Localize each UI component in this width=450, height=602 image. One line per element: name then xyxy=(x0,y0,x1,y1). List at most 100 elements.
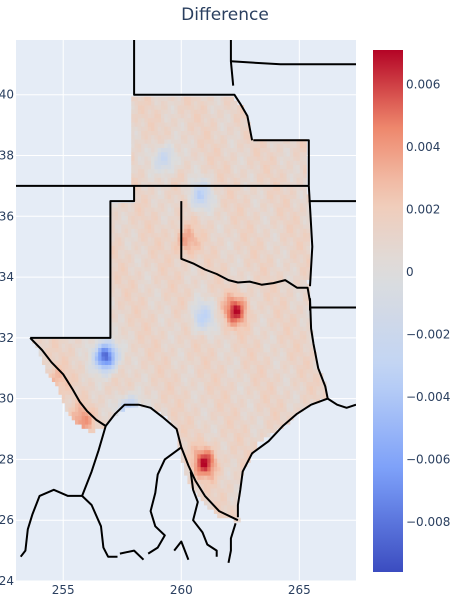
heat-cell xyxy=(214,365,218,370)
heat-cell xyxy=(273,322,277,327)
heat-cell xyxy=(277,199,281,204)
heat-cell xyxy=(197,152,201,157)
heat-cell xyxy=(273,224,277,229)
heat-cell xyxy=(191,437,195,442)
heat-cell xyxy=(204,241,208,246)
heat-cell xyxy=(230,416,234,421)
heat-cell xyxy=(115,211,119,216)
heat-cell xyxy=(82,394,86,399)
heat-cell xyxy=(267,377,271,382)
heat-cell xyxy=(151,348,155,353)
heat-cell xyxy=(250,211,254,216)
heat-cell xyxy=(204,203,208,208)
heat-cell xyxy=(168,314,172,319)
heat-cell xyxy=(214,228,218,233)
heat-cell xyxy=(290,143,294,148)
heat-cell xyxy=(125,216,129,221)
heat-cell xyxy=(297,199,301,204)
heat-cell xyxy=(184,165,188,170)
heat-cell xyxy=(118,216,122,221)
heat-cell xyxy=(62,399,66,404)
heat-cell xyxy=(214,492,218,497)
heat-cell xyxy=(207,467,211,472)
heat-cell xyxy=(300,267,304,272)
heat-cell xyxy=(207,126,211,131)
heat-cell xyxy=(55,352,59,357)
heat-cell xyxy=(151,241,155,246)
heat-cell xyxy=(240,148,244,153)
heat-cell xyxy=(293,407,297,412)
heat-cell xyxy=(187,322,191,327)
heat-cell xyxy=(171,207,175,212)
heat-cell xyxy=(125,207,129,212)
heat-cell xyxy=(204,479,208,484)
heat-cell xyxy=(164,382,168,387)
heat-cell xyxy=(101,352,105,357)
heat-cell xyxy=(300,305,304,310)
heat-cell xyxy=(141,165,145,170)
heat-cell xyxy=(135,254,139,259)
heat-cell xyxy=(144,194,148,199)
heat-cell xyxy=(204,309,208,314)
heat-cell xyxy=(171,118,175,123)
heat-cell xyxy=(273,152,277,157)
heat-cell xyxy=(260,271,264,276)
heat-cell xyxy=(108,394,112,399)
heat-cell xyxy=(201,97,205,102)
heat-cell xyxy=(214,275,218,280)
heat-cell xyxy=(280,250,284,255)
heat-cell xyxy=(250,194,254,199)
heat-cell xyxy=(217,501,221,506)
heat-cell xyxy=(287,160,291,165)
heat-cell xyxy=(39,339,43,344)
heat-cell xyxy=(227,305,231,310)
heat-cell xyxy=(204,101,208,106)
heat-cell xyxy=(237,254,241,259)
heat-cell xyxy=(217,322,221,327)
heat-cell xyxy=(151,292,155,297)
heat-cell xyxy=(240,233,244,238)
heat-cell xyxy=(227,297,231,302)
heat-cell xyxy=(151,288,155,293)
heat-cell xyxy=(75,416,79,421)
heat-cell xyxy=(227,284,231,289)
heat-cell xyxy=(227,331,231,336)
heat-cell xyxy=(267,288,271,293)
heat-cell xyxy=(211,216,215,221)
heat-cell xyxy=(290,169,294,174)
heat-cell xyxy=(260,437,264,442)
heat-cell xyxy=(65,360,69,365)
heat-cell xyxy=(287,309,291,314)
heat-cell xyxy=(164,233,168,238)
heat-cell xyxy=(250,228,254,233)
heat-cell xyxy=(224,314,228,319)
heat-cell xyxy=(111,322,115,327)
heat-cell xyxy=(217,109,221,114)
heat-cell xyxy=(303,262,307,267)
heat-cell xyxy=(135,262,139,267)
heat-cell xyxy=(204,382,208,387)
heat-cell xyxy=(62,382,66,387)
heat-cell xyxy=(263,335,267,340)
heat-cell xyxy=(161,207,165,212)
heat-cell xyxy=(211,105,215,110)
heat-cell xyxy=(270,411,274,416)
heat-cell xyxy=(82,386,86,391)
heat-cell xyxy=(244,373,248,378)
heat-cell xyxy=(230,348,234,353)
heat-cell xyxy=(178,420,182,425)
heat-cell xyxy=(280,403,284,408)
heat-cell xyxy=(82,377,86,382)
heat-cell xyxy=(280,373,284,378)
heat-cell xyxy=(95,399,99,404)
heat-cell xyxy=(234,194,238,199)
heat-cell xyxy=(171,220,175,225)
heat-cell xyxy=(217,407,221,412)
heat-cell xyxy=(62,390,66,395)
heat-cell xyxy=(88,377,92,382)
heat-cell xyxy=(125,233,129,238)
heat-cell xyxy=(197,305,201,310)
heat-cell xyxy=(237,437,241,442)
heat-cell xyxy=(260,250,264,255)
heat-cell xyxy=(250,360,254,365)
